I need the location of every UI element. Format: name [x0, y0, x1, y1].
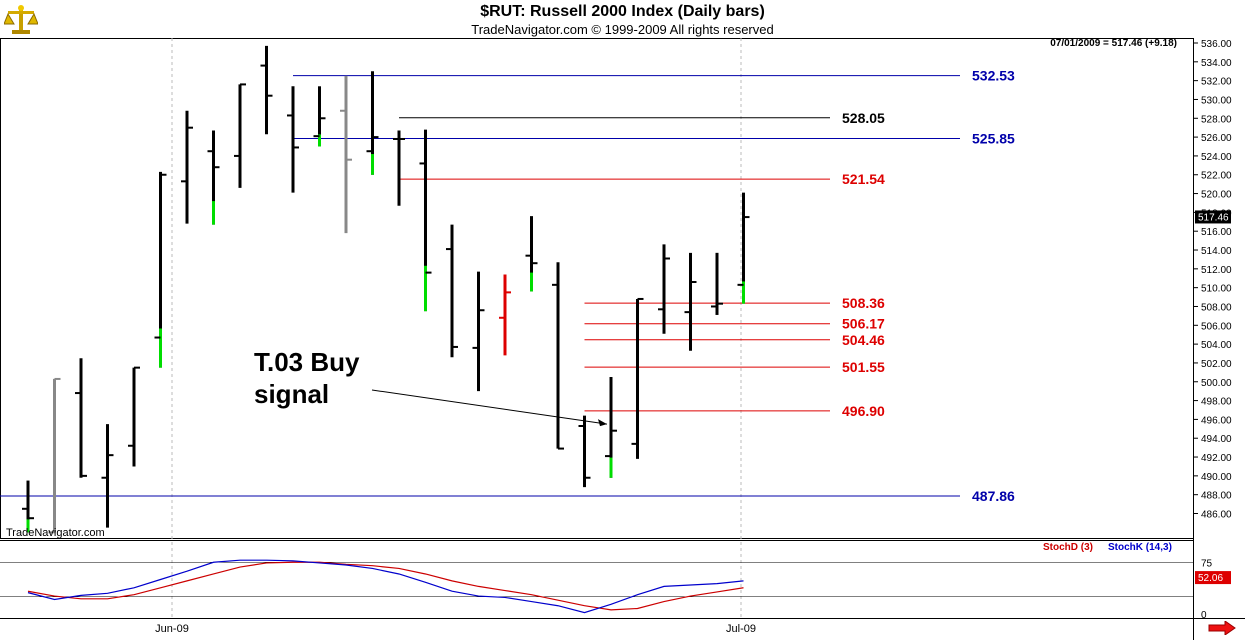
level-label: 521.54 [842, 171, 885, 187]
scroll-right-arrow-icon[interactable] [1207, 620, 1237, 636]
ohlc-bar [472, 271, 485, 392]
level-label: 496.90 [842, 403, 885, 419]
y-tick-label: 522.00 [1201, 171, 1232, 182]
ohlc-bar [552, 262, 564, 450]
x-tick-label: Jun-09 [155, 623, 189, 635]
stoch-series-line [27, 561, 744, 611]
stoch-series-line [27, 559, 744, 614]
y-tick-label: 506.00 [1201, 321, 1232, 332]
ohlc-bar [101, 424, 114, 528]
annotation-text: T.03 Buy [254, 347, 360, 377]
y-tick-label: 524.00 [1201, 152, 1232, 163]
chart-title: $RUT: Russell 2000 Index (Daily bars) [480, 3, 765, 20]
y-tick-label: 530.00 [1201, 95, 1232, 106]
level-label: 525.85 [972, 131, 1015, 147]
y-tick-label: 502.00 [1201, 359, 1232, 370]
ohlc-bar [578, 415, 591, 488]
level-label: 487.86 [972, 488, 1015, 504]
level-label: 532.53 [972, 68, 1015, 84]
stoch-legend-label: StochK (14,3) [1108, 542, 1172, 553]
ohlc-bar [499, 274, 511, 356]
chart-subtitle: TradeNavigator.com © 1999-2009 All right… [471, 22, 774, 37]
y-tick-label: 536.00 [1201, 39, 1232, 50]
ohlc-bar [128, 366, 140, 467]
ohlc-bar [234, 83, 246, 188]
y-tick-label: 532.00 [1201, 77, 1232, 88]
y-tick-label: 498.00 [1201, 397, 1232, 408]
y-tick-label: 534.00 [1201, 58, 1232, 69]
level-label: 504.46 [842, 332, 885, 348]
y-tick-label: 504.00 [1201, 340, 1232, 351]
ohlc-bar [737, 192, 750, 304]
stoch-value-label: 52.06 [1198, 573, 1223, 584]
y-tick-label: 520.00 [1201, 190, 1232, 201]
ohlc-bar [366, 71, 379, 175]
price-panel-frame [0, 38, 1194, 539]
scale-icon[interactable] [3, 4, 39, 36]
ohlc-bar [287, 86, 299, 193]
annotation-arrowhead [598, 419, 607, 427]
ohlc-bar [525, 216, 538, 292]
ohlc-bar [605, 377, 617, 478]
stoch-y-tick: 0 [1201, 610, 1207, 621]
y-tick-label: 526.00 [1201, 133, 1232, 144]
y-tick-label: 500.00 [1201, 378, 1232, 389]
ohlc-bar [313, 86, 326, 147]
ohlc-bar [684, 252, 697, 351]
y-tick-label: 508.00 [1201, 302, 1232, 313]
level-label: 501.55 [842, 359, 885, 375]
ohlc-bar [75, 358, 87, 478]
ohlc-bar [154, 171, 167, 368]
ohlc-bar [260, 45, 273, 135]
stoch-value-box [1195, 571, 1231, 585]
ohlc-bar [446, 224, 458, 358]
level-label: 528.05 [842, 110, 885, 126]
level-label: 506.17 [842, 316, 885, 332]
price-readout: 07/01/2009 = 517.46 (+9.18) [1050, 38, 1177, 49]
y-tick-label: 486.00 [1201, 510, 1232, 521]
y-tick-label: 512.00 [1201, 265, 1232, 276]
ohlc-bar [340, 75, 352, 234]
annotation-arrow [371, 389, 608, 425]
stoch-legend-label: StochD (3) [1043, 542, 1093, 553]
ohlc-bar [393, 130, 405, 206]
y-tick-label: 492.00 [1201, 453, 1232, 464]
last-price-label: 517.46 [1198, 212, 1229, 223]
ohlc-bar [631, 297, 644, 459]
level-label: 508.36 [842, 295, 885, 311]
annotation-text: signal [254, 379, 329, 409]
y-tick-label: 528.00 [1201, 114, 1232, 125]
stoch-y-tick: 75 [1201, 558, 1213, 569]
y-tick-label: 488.00 [1201, 491, 1232, 502]
ohlc-bar [48, 377, 61, 534]
chart-header: $RUT: Russell 2000 Index (Daily bars) Tr… [0, 0, 1245, 38]
ohlc-bar [711, 252, 723, 315]
ohlc-bar [22, 480, 34, 533]
x-tick-label: Jul-09 [726, 623, 756, 635]
y-tick-label: 514.00 [1201, 246, 1232, 257]
ohlc-bar [207, 130, 220, 225]
y-tick-label: 494.00 [1201, 434, 1232, 445]
ohlc-bar [181, 110, 193, 224]
watermark-text: TradeNavigator.com [6, 527, 105, 539]
last-price-box [1195, 210, 1231, 224]
y-tick-label: 496.00 [1201, 415, 1232, 426]
y-tick-label: 490.00 [1201, 472, 1232, 483]
y-tick-label: 510.00 [1201, 284, 1232, 295]
ohlc-bar [419, 129, 432, 312]
ohlc-bar [658, 244, 670, 334]
y-tick-label: 516.00 [1201, 227, 1232, 238]
